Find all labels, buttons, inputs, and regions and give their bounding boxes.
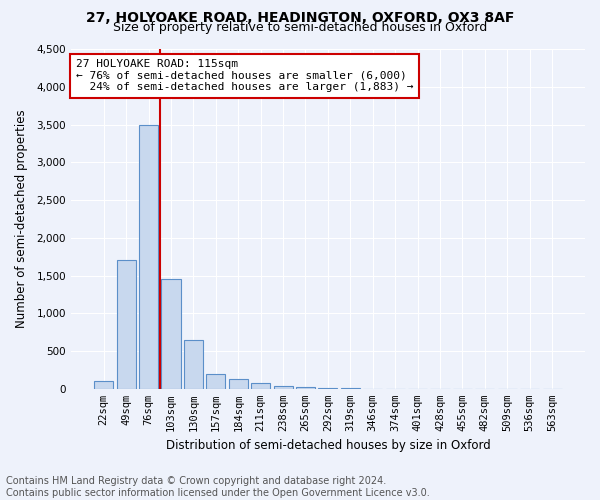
Text: Size of property relative to semi-detached houses in Oxford: Size of property relative to semi-detach…: [113, 21, 487, 34]
Bar: [206, 374, 226, 389]
Bar: [161, 280, 181, 389]
Y-axis label: Number of semi-detached properties: Number of semi-detached properties: [15, 110, 28, 328]
X-axis label: Distribution of semi-detached houses by size in Oxford: Distribution of semi-detached houses by …: [166, 440, 490, 452]
Bar: [94, 382, 113, 389]
Bar: [139, 124, 158, 389]
Bar: [319, 388, 337, 389]
Text: Contains HM Land Registry data © Crown copyright and database right 2024.
Contai: Contains HM Land Registry data © Crown c…: [6, 476, 430, 498]
Bar: [184, 340, 203, 389]
Bar: [229, 379, 248, 389]
Bar: [296, 388, 315, 389]
Text: 27 HOLYOAKE ROAD: 115sqm
← 76% of semi-detached houses are smaller (6,000)
  24%: 27 HOLYOAKE ROAD: 115sqm ← 76% of semi-d…: [76, 59, 413, 92]
Bar: [116, 260, 136, 389]
Bar: [251, 383, 270, 389]
Text: 27, HOLYOAKE ROAD, HEADINGTON, OXFORD, OX3 8AF: 27, HOLYOAKE ROAD, HEADINGTON, OXFORD, O…: [86, 11, 514, 25]
Bar: [274, 386, 293, 389]
